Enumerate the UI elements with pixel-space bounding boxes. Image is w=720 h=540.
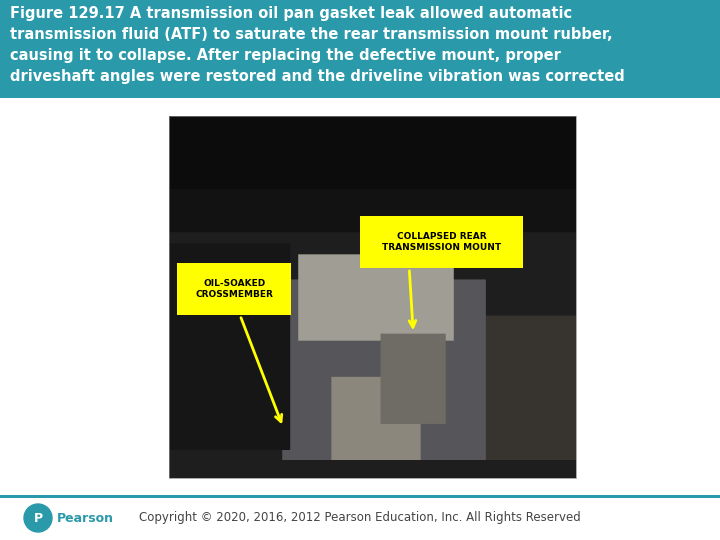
- Bar: [0, 94, 720, 98]
- Bar: [0, 0, 720, 94]
- Bar: [169, 116, 576, 478]
- Bar: [177, 262, 291, 315]
- Text: P: P: [33, 511, 42, 524]
- Circle shape: [24, 504, 52, 532]
- Text: driveshaft angles were restored and the driveline vibration was corrected: driveshaft angles were restored and the …: [10, 69, 625, 84]
- Text: Pearson: Pearson: [57, 511, 114, 524]
- Bar: [0, 495, 720, 540]
- Bar: [361, 215, 523, 268]
- Text: COLLAPSED REAR
TRANSMISSION MOUNT: COLLAPSED REAR TRANSMISSION MOUNT: [382, 232, 501, 252]
- Text: causing it to collapse. After replacing the defective mount, proper: causing it to collapse. After replacing …: [10, 48, 561, 63]
- Text: Figure 129.17 A transmission oil pan gasket leak allowed automatic: Figure 129.17 A transmission oil pan gas…: [10, 6, 572, 21]
- Bar: [0, 495, 720, 498]
- Text: OIL-SOAKED
CROSSMEMBER: OIL-SOAKED CROSSMEMBER: [195, 279, 273, 299]
- Text: Copyright © 2020, 2016, 2012 Pearson Education, Inc. All Rights Reserved: Copyright © 2020, 2016, 2012 Pearson Edu…: [139, 511, 581, 524]
- Text: transmission fluid (ATF) to saturate the rear transmission mount rubber,: transmission fluid (ATF) to saturate the…: [10, 27, 613, 42]
